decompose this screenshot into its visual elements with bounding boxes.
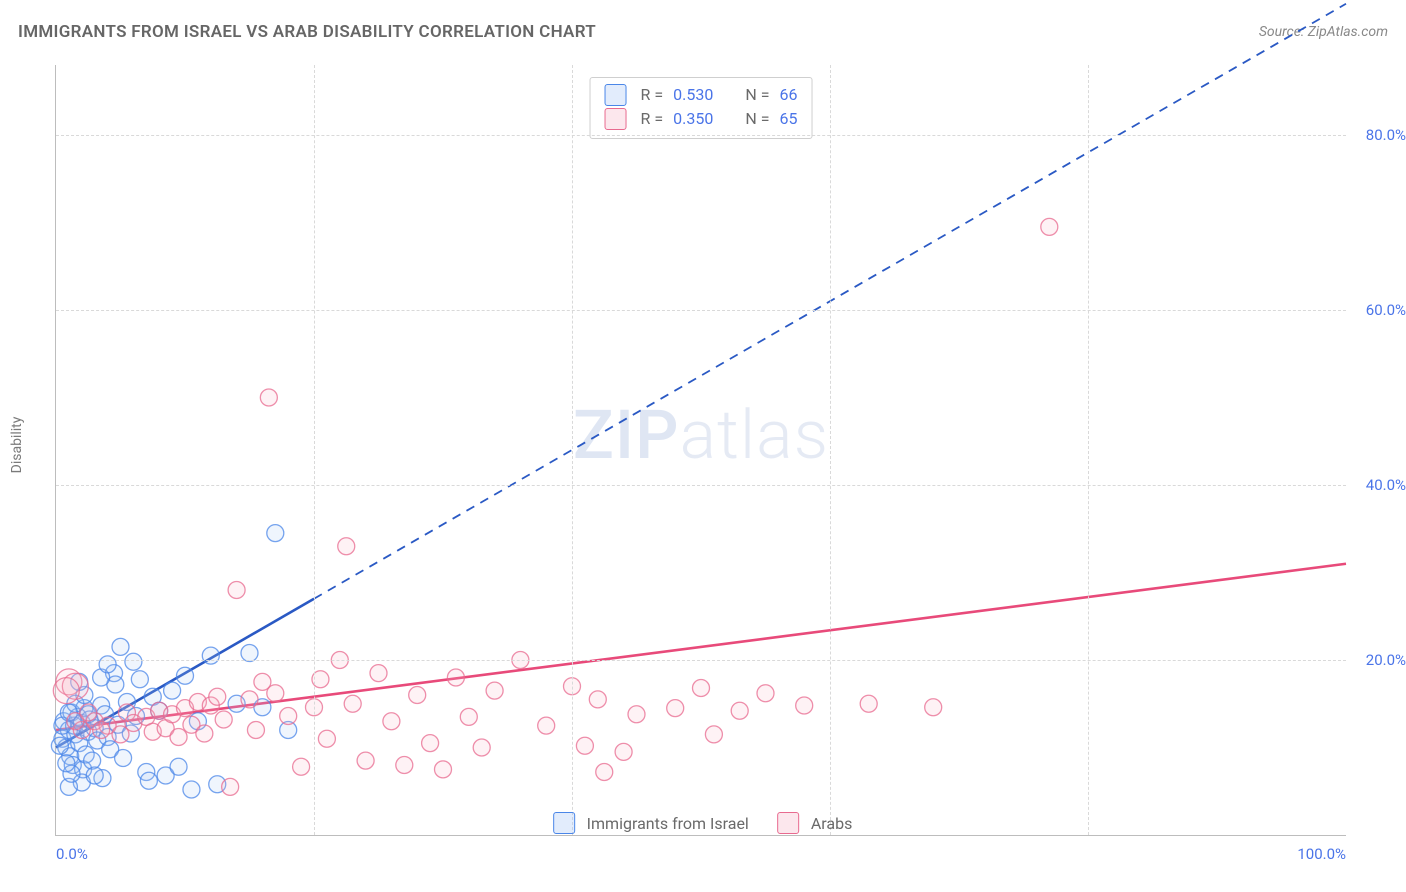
source-credit: Source: ZipAtlas.com	[1259, 24, 1388, 40]
marker-arabs	[267, 685, 284, 702]
chart-wrap: Disability ZIPatlas R = 0.530N = 66R = 0…	[25, 50, 1380, 840]
gridline-v	[1088, 65, 1089, 835]
marker-arabs	[596, 764, 613, 781]
gridline-h	[56, 660, 1346, 661]
marker-arabs	[293, 758, 310, 775]
marker-arabs	[170, 729, 187, 746]
marker-arabs	[209, 688, 226, 705]
marker-arabs	[80, 704, 97, 721]
marker-israel	[202, 647, 219, 664]
marker-israel	[140, 772, 157, 789]
marker-arabs	[344, 695, 361, 712]
x-tick-label: 0.0%	[56, 845, 88, 863]
marker-arabs	[247, 722, 264, 739]
marker-arabs	[473, 739, 490, 756]
marker-israel	[170, 758, 187, 775]
marker-arabs	[93, 722, 110, 739]
marker-arabs	[589, 691, 606, 708]
chart-title: IMMIGRANTS FROM ISRAEL VS ARAB DISABILIT…	[18, 22, 596, 42]
marker-arabs	[241, 691, 258, 708]
title-bar: IMMIGRANTS FROM ISRAEL VS ARAB DISABILIT…	[18, 18, 1388, 46]
marker-israel	[51, 737, 68, 754]
marker-israel	[131, 671, 148, 688]
legend-item-israel: Immigrants from Israel	[553, 812, 749, 834]
marker-arabs	[228, 582, 245, 599]
marker-israel	[58, 755, 75, 772]
y-tick-label: 60.0%	[1351, 301, 1406, 319]
y-tick-label: 80.0%	[1351, 126, 1406, 144]
x-tick-label: 100.0%	[1297, 845, 1346, 863]
gridline-v	[314, 65, 315, 835]
marker-arabs	[667, 700, 684, 717]
marker-arabs	[357, 752, 374, 769]
marker-arabs	[383, 713, 400, 730]
marker-arabs	[796, 697, 813, 714]
gridline-h	[56, 485, 1346, 486]
marker-arabs	[409, 687, 426, 704]
legend-item-arabs: Arabs	[777, 812, 853, 834]
marker-israel	[112, 638, 129, 655]
scatter-plot-svg	[56, 65, 1346, 835]
marker-arabs	[215, 711, 232, 728]
marker-arabs	[435, 761, 452, 778]
marker-arabs	[318, 730, 335, 747]
marker-israel	[177, 667, 194, 684]
marker-arabs	[860, 695, 877, 712]
source-value: ZipAtlas.com	[1308, 24, 1388, 40]
marker-israel	[84, 752, 101, 769]
legend-bottom: Immigrants from Israel Arabs	[553, 812, 853, 834]
marker-israel	[86, 767, 103, 784]
marker-arabs	[196, 725, 213, 742]
marker-israel	[115, 750, 132, 767]
y-tick-label: 40.0%	[1351, 476, 1406, 494]
legend-label: Arabs	[811, 814, 853, 833]
marker-arabs	[1041, 218, 1058, 235]
marker-israel	[241, 645, 258, 662]
marker-arabs	[280, 708, 297, 725]
marker-arabs	[628, 706, 645, 723]
gridline-v	[572, 65, 573, 835]
swatch-arabs	[777, 812, 799, 834]
marker-arabs	[705, 726, 722, 743]
marker-arabs	[222, 778, 239, 795]
marker-arabs	[538, 717, 555, 734]
marker-israel	[125, 653, 142, 670]
marker-arabs	[486, 682, 503, 699]
marker-arabs	[447, 669, 464, 686]
marker-israel	[164, 682, 181, 699]
marker-arabs	[615, 743, 632, 760]
source-label: Source:	[1259, 24, 1304, 40]
marker-israel	[99, 656, 116, 673]
y-axis-label: Disability	[9, 417, 25, 474]
marker-arabs	[757, 685, 774, 702]
marker-arabs	[576, 737, 593, 754]
marker-arabs	[693, 680, 710, 697]
marker-arabs	[731, 702, 748, 719]
marker-arabs	[53, 678, 79, 704]
legend-label: Immigrants from Israel	[587, 814, 749, 833]
y-tick-label: 20.0%	[1351, 651, 1406, 669]
plot-area: ZIPatlas R = 0.530N = 66R = 0.350N = 65 …	[55, 65, 1346, 836]
marker-arabs	[422, 735, 439, 752]
marker-arabs	[370, 665, 387, 682]
gridline-h	[56, 310, 1346, 311]
marker-israel	[267, 525, 284, 542]
marker-israel	[183, 781, 200, 798]
marker-arabs	[260, 389, 277, 406]
swatch-israel	[553, 812, 575, 834]
gridline-v	[830, 65, 831, 835]
gridline-h	[56, 135, 1346, 136]
marker-arabs	[396, 757, 413, 774]
marker-arabs	[338, 538, 355, 555]
marker-arabs	[460, 708, 477, 725]
marker-arabs	[925, 699, 942, 716]
